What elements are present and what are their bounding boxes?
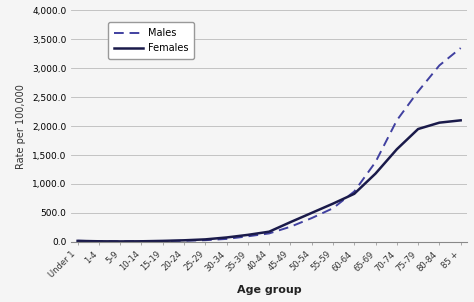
Line: Females: Females: [78, 120, 461, 241]
Males: [118, 239, 123, 243]
Males: [394, 118, 400, 122]
Males: [288, 225, 293, 229]
Males: [138, 239, 144, 243]
X-axis label: Age group: Age group: [237, 285, 301, 295]
Males: [202, 238, 208, 242]
Females: [96, 239, 102, 243]
Females: [437, 121, 442, 124]
Males: [351, 190, 357, 193]
Females: [224, 236, 229, 239]
Females: [202, 238, 208, 241]
Females: [373, 172, 378, 175]
Legend: Males, Females: Males, Females: [108, 22, 194, 59]
Males: [160, 239, 165, 243]
Males: [224, 237, 229, 241]
Females: [330, 202, 336, 205]
Females: [245, 233, 251, 237]
Males: [330, 207, 336, 210]
Males: [75, 239, 81, 243]
Females: [309, 211, 315, 215]
Males: [245, 234, 251, 238]
Males: [181, 239, 187, 243]
Females: [288, 220, 293, 224]
Females: [351, 192, 357, 196]
Females: [138, 239, 144, 243]
Females: [118, 239, 123, 243]
Males: [415, 90, 421, 93]
Females: [160, 239, 165, 243]
Females: [75, 239, 81, 243]
Males: [458, 46, 464, 50]
Y-axis label: Rate per 100,000: Rate per 100,000: [17, 84, 27, 169]
Line: Males: Males: [78, 48, 461, 241]
Males: [309, 216, 315, 220]
Females: [266, 230, 272, 233]
Males: [266, 232, 272, 235]
Males: [373, 160, 378, 164]
Males: [437, 64, 442, 67]
Females: [394, 147, 400, 151]
Females: [415, 127, 421, 131]
Females: [458, 118, 464, 122]
Females: [181, 239, 187, 242]
Males: [96, 239, 102, 243]
